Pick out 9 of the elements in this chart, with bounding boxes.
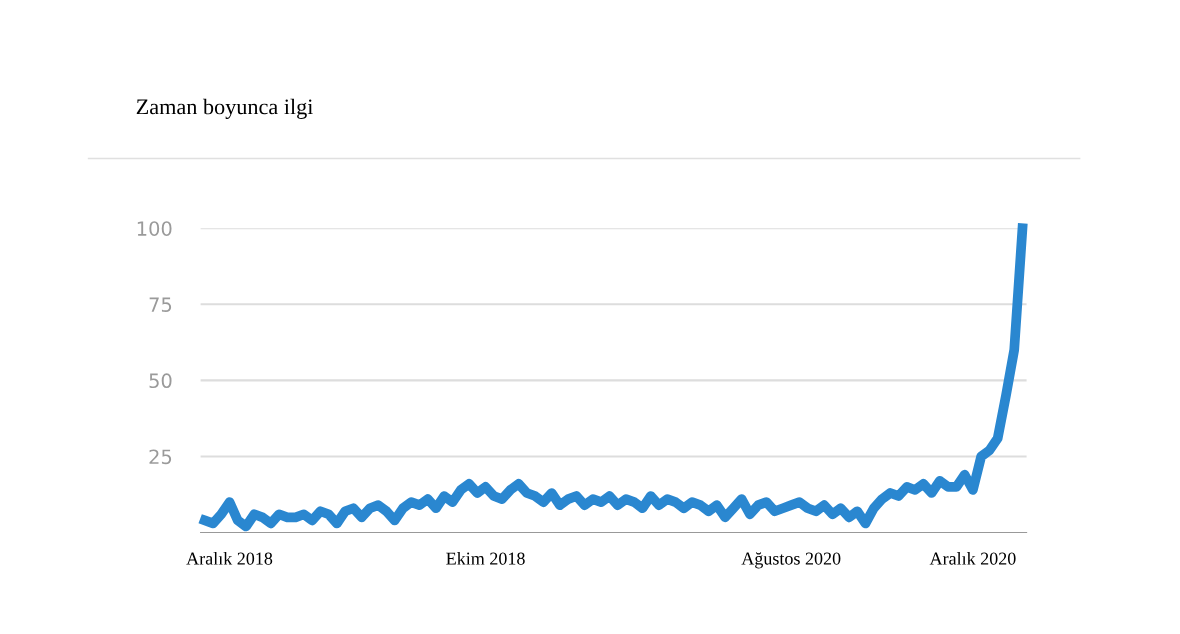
x-tick-label: Ağustos 2020 [741, 552, 841, 569]
x-tick-label: Ekim 2018 [446, 552, 525, 565]
y-tick-label: 25 [149, 449, 172, 465]
y-tick-label: 75 [149, 297, 172, 312]
y-tick-label: 50 [149, 373, 172, 389]
x-tick-label: Aralık 2018 [186, 552, 273, 565]
y-tick-label: 100 [137, 221, 172, 236]
chart-title: Zaman boyunca ilgi [136, 98, 313, 119]
x-tick-label: Aralık 2020 [929, 552, 1016, 565]
